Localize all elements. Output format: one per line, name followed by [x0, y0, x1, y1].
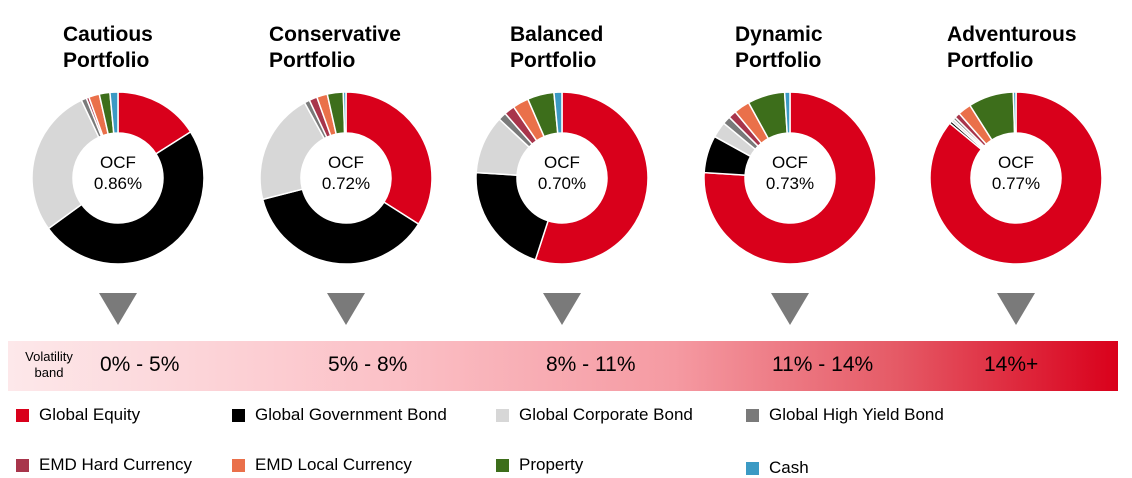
slice-global-equity: [345, 91, 433, 226]
ocf-value: 0.73%: [765, 174, 815, 193]
slice-global-equity: [534, 91, 649, 265]
slice-global-equity: [929, 91, 1103, 265]
legend-label: Global Corporate Bond: [519, 405, 693, 424]
donut-chart: [31, 91, 205, 265]
volatility-band-value: 5% - 8%: [328, 353, 408, 376]
legend-swatch: [496, 408, 509, 422]
slice-cash: [553, 91, 563, 135]
slice-global-government-bond: [261, 188, 420, 265]
chart-title: Cautious Portfolio: [63, 23, 153, 72]
ocf-title: OCF: [328, 153, 364, 172]
slice-global-government-bond: [47, 130, 205, 265]
volatility-band-value: 0% - 5%: [100, 353, 180, 376]
ocf-label: OCF 0.73%: [740, 152, 840, 194]
ocf-label: OCF 0.77%: [966, 152, 1066, 194]
donut-chart: [929, 91, 1103, 265]
legend-item: Global Equity: [16, 405, 140, 425]
legend-swatch: [746, 461, 759, 475]
donut-chart: [259, 91, 433, 265]
legend-item: Global Corporate Bond: [496, 405, 693, 425]
down-arrow-icon: [327, 293, 365, 325]
legend-item: Property: [496, 455, 583, 475]
volatility-band-bar: Volatility band 0% - 5% 5% - 8% 8% - 11% 11…: [8, 341, 1118, 391]
legend-label: Global High Yield Bond: [769, 405, 944, 424]
down-arrow-icon: [997, 293, 1035, 325]
ocf-title: OCF: [100, 153, 136, 172]
slice-cash: [783, 91, 791, 134]
ocf-value: 0.72%: [321, 174, 371, 193]
chart-title: Balanced Portfolio: [510, 23, 604, 72]
legend-swatch: [232, 458, 245, 472]
slice-global-corporate-bond: [31, 99, 100, 230]
legend-label: EMD Hard Currency: [39, 455, 193, 474]
slice-global-equity: [703, 91, 877, 265]
chart-title: Conservative Portfolio: [269, 23, 401, 72]
slice-cash: [342, 91, 347, 134]
ocf-title: OCF: [772, 153, 808, 172]
legend-item: EMD Local Currency: [232, 455, 412, 475]
legend-swatch: [232, 408, 245, 422]
legend-label: Global Equity: [39, 405, 141, 424]
ocf-label: OCF 0.72%: [296, 152, 396, 194]
donut-chart: [703, 91, 877, 265]
legend-label: Property: [519, 455, 584, 474]
legend-swatch: [746, 408, 759, 422]
slice-cash: [109, 91, 119, 135]
legend-item: EMD Hard Currency: [16, 455, 192, 475]
ocf-value: 0.70%: [537, 174, 587, 193]
volatility-band-value: 8% - 11%: [546, 353, 636, 376]
ocf-value: 0.86%: [93, 174, 143, 193]
ocf-title: OCF: [998, 153, 1034, 172]
volatility-band-label: Volatility band: [25, 349, 73, 380]
down-arrow-icon: [771, 293, 809, 325]
chart-title: Adventurous Portfolio: [947, 23, 1077, 72]
ocf-value: 0.77%: [991, 174, 1041, 193]
donut-chart: [475, 91, 649, 265]
volatility-band-value: 11% - 14%: [772, 353, 874, 376]
slice-cash: [1012, 91, 1017, 134]
legend-label: EMD Local Currency: [255, 455, 412, 474]
ocf-title: OCF: [544, 153, 580, 172]
chart-title: Dynamic Portfolio: [735, 23, 823, 72]
legend-label: Cash: [769, 458, 809, 477]
ocf-label: OCF 0.70%: [512, 152, 612, 194]
ocf-label: OCF 0.86%: [68, 152, 168, 194]
legend-item: Cash: [746, 458, 809, 478]
volatility-band-value: 14%+: [984, 353, 1039, 376]
legend-label: Global Government Bond: [255, 405, 447, 424]
down-arrow-icon: [99, 293, 137, 325]
legend-swatch: [16, 408, 29, 422]
legend-swatch: [496, 458, 509, 472]
down-arrow-icon: [543, 293, 581, 325]
legend-item: Global Government Bond: [232, 405, 447, 425]
legend-swatch: [16, 458, 29, 472]
legend-item: Global High Yield Bond: [746, 405, 944, 425]
